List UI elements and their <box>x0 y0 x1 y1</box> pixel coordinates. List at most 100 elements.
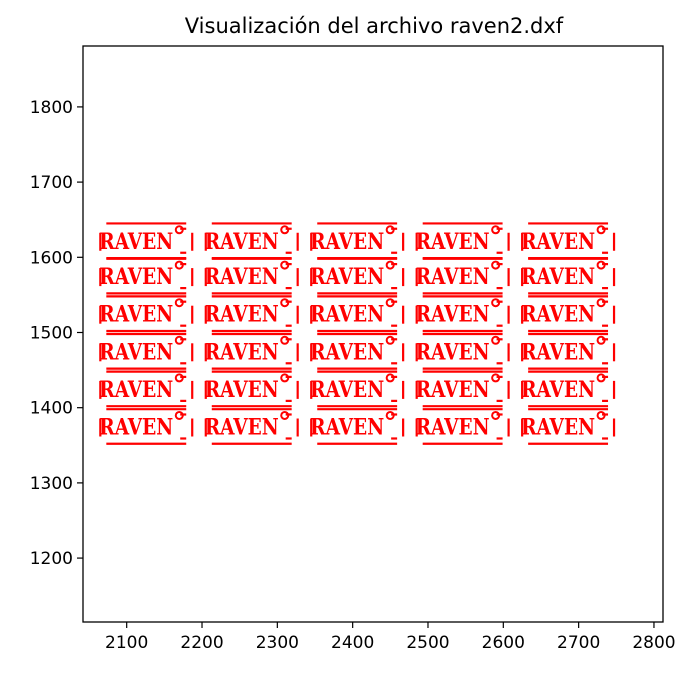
tile-circle <box>174 260 184 270</box>
tile-label: RAVEN <box>521 264 595 290</box>
raven-tile: RAVEN <box>415 257 510 295</box>
tile-circle <box>174 410 184 420</box>
raven-tile: RAVEN <box>204 332 299 370</box>
y-tick-label: 1800 <box>30 98 73 118</box>
tile-circle <box>385 335 395 345</box>
raven-tile: RAVEN <box>99 370 194 408</box>
raven-tile: RAVEN <box>521 222 616 260</box>
raven-tile: RAVEN <box>310 295 405 333</box>
raven-tile: RAVEN <box>99 408 194 445</box>
y-tick-label: 1500 <box>30 323 73 343</box>
tile-label: RAVEN <box>310 264 384 290</box>
tile-circle <box>596 298 606 308</box>
tile-label: RAVEN <box>310 339 384 365</box>
tile-circle <box>174 298 184 308</box>
raven-tile: RAVEN <box>99 257 194 295</box>
x-tick-label: 2800 <box>632 633 675 653</box>
tile-label: RAVEN <box>416 377 490 403</box>
raven-tile: RAVEN <box>204 257 299 295</box>
tile-label: RAVEN <box>521 302 595 328</box>
x-axis: 2100 2200 2300 2400 2500 2600 2700 2800 <box>105 622 676 653</box>
tile-circle <box>596 225 606 235</box>
tile-label: RAVEN <box>205 302 279 328</box>
tile-circle <box>596 335 606 345</box>
chart-title: Visualización del archivo raven2.dxf <box>185 14 564 38</box>
x-tick-label: 2500 <box>406 633 449 653</box>
tile-circle <box>174 225 184 235</box>
tile-label: RAVEN <box>99 377 173 403</box>
raven-tile: RAVEN <box>310 332 405 370</box>
tile-label: RAVEN <box>521 339 595 365</box>
raven-tile: RAVEN <box>310 408 405 445</box>
tile-label: RAVEN <box>416 339 490 365</box>
tile-circle <box>491 298 501 308</box>
x-tick-label: 2700 <box>557 633 600 653</box>
tile-label: RAVEN <box>99 414 173 440</box>
tile-circle <box>596 410 606 420</box>
tile-circle <box>491 335 501 345</box>
raven-tile: RAVEN <box>204 295 299 333</box>
tile-label: RAVEN <box>416 302 490 328</box>
x-tick-label: 2600 <box>482 633 525 653</box>
tile-label: RAVEN <box>521 414 595 440</box>
tile-label: RAVEN <box>310 302 384 328</box>
tile-circle <box>491 225 501 235</box>
tile-circle <box>385 373 395 383</box>
raven-tile: RAVEN <box>99 222 194 260</box>
tile-circle <box>280 335 290 345</box>
tile-label: RAVEN <box>521 377 595 403</box>
tile-circle <box>280 410 290 420</box>
tile-label: RAVEN <box>310 377 384 403</box>
raven-tile: RAVEN <box>415 295 510 333</box>
raven-tile: RAVEN <box>415 370 510 408</box>
raven-tile: RAVEN <box>310 222 405 260</box>
tile-label: RAVEN <box>310 414 384 440</box>
raven-tile: RAVEN <box>204 222 299 260</box>
tile-circle <box>174 373 184 383</box>
y-tick-label: 1600 <box>30 248 73 268</box>
y-tick-label: 1400 <box>30 399 73 419</box>
tile-circle <box>280 260 290 270</box>
tile-label: RAVEN <box>416 264 490 290</box>
tile-circle <box>385 410 395 420</box>
tile-circle <box>491 410 501 420</box>
tile-circle <box>280 373 290 383</box>
tile-circle <box>596 373 606 383</box>
raven-tile: RAVEN <box>310 370 405 408</box>
raven-tile: RAVEN <box>99 295 194 333</box>
raven-tile: RAVEN <box>521 257 616 295</box>
y-tick-label: 1700 <box>30 173 73 193</box>
tile-circle <box>491 373 501 383</box>
tile-circle <box>174 335 184 345</box>
tile-label: RAVEN <box>205 264 279 290</box>
tile-circle <box>280 298 290 308</box>
tile-label: RAVEN <box>99 339 173 365</box>
raven-tile: RAVEN <box>415 408 510 445</box>
raven-tile: RAVEN <box>415 222 510 260</box>
tile-label: RAVEN <box>416 229 490 255</box>
tile-label: RAVEN <box>205 339 279 365</box>
tile-label: RAVEN <box>99 264 173 290</box>
raven-tile: RAVEN <box>521 332 616 370</box>
raven-tile: RAVEN <box>204 408 299 445</box>
raven-tile: RAVEN <box>204 370 299 408</box>
tile-circle <box>491 260 501 270</box>
tile-label: RAVEN <box>99 229 173 255</box>
y-tick-label: 1200 <box>30 549 73 569</box>
tile-label: RAVEN <box>521 229 595 255</box>
tile-label: RAVEN <box>205 377 279 403</box>
raven-tile: RAVEN <box>521 295 616 333</box>
x-tick-label: 2200 <box>180 633 223 653</box>
tile-label: RAVEN <box>310 229 384 255</box>
raven-tile: RAVEN <box>310 257 405 295</box>
y-axis: 1200 1300 1400 1500 1600 1700 1800 <box>30 98 83 569</box>
tile-circle <box>385 260 395 270</box>
x-tick-label: 2300 <box>256 633 299 653</box>
tile-circle <box>385 298 395 308</box>
raven-tile: RAVEN <box>415 332 510 370</box>
raven-tile: RAVEN <box>521 408 616 445</box>
y-tick-label: 1300 <box>30 474 73 494</box>
raven-tile: RAVEN <box>99 332 194 370</box>
raven-tiles: RAVEN RAVEN RAVEN RAVEN RAVEN RAVEN RAVEN RAVEN… <box>99 222 616 445</box>
